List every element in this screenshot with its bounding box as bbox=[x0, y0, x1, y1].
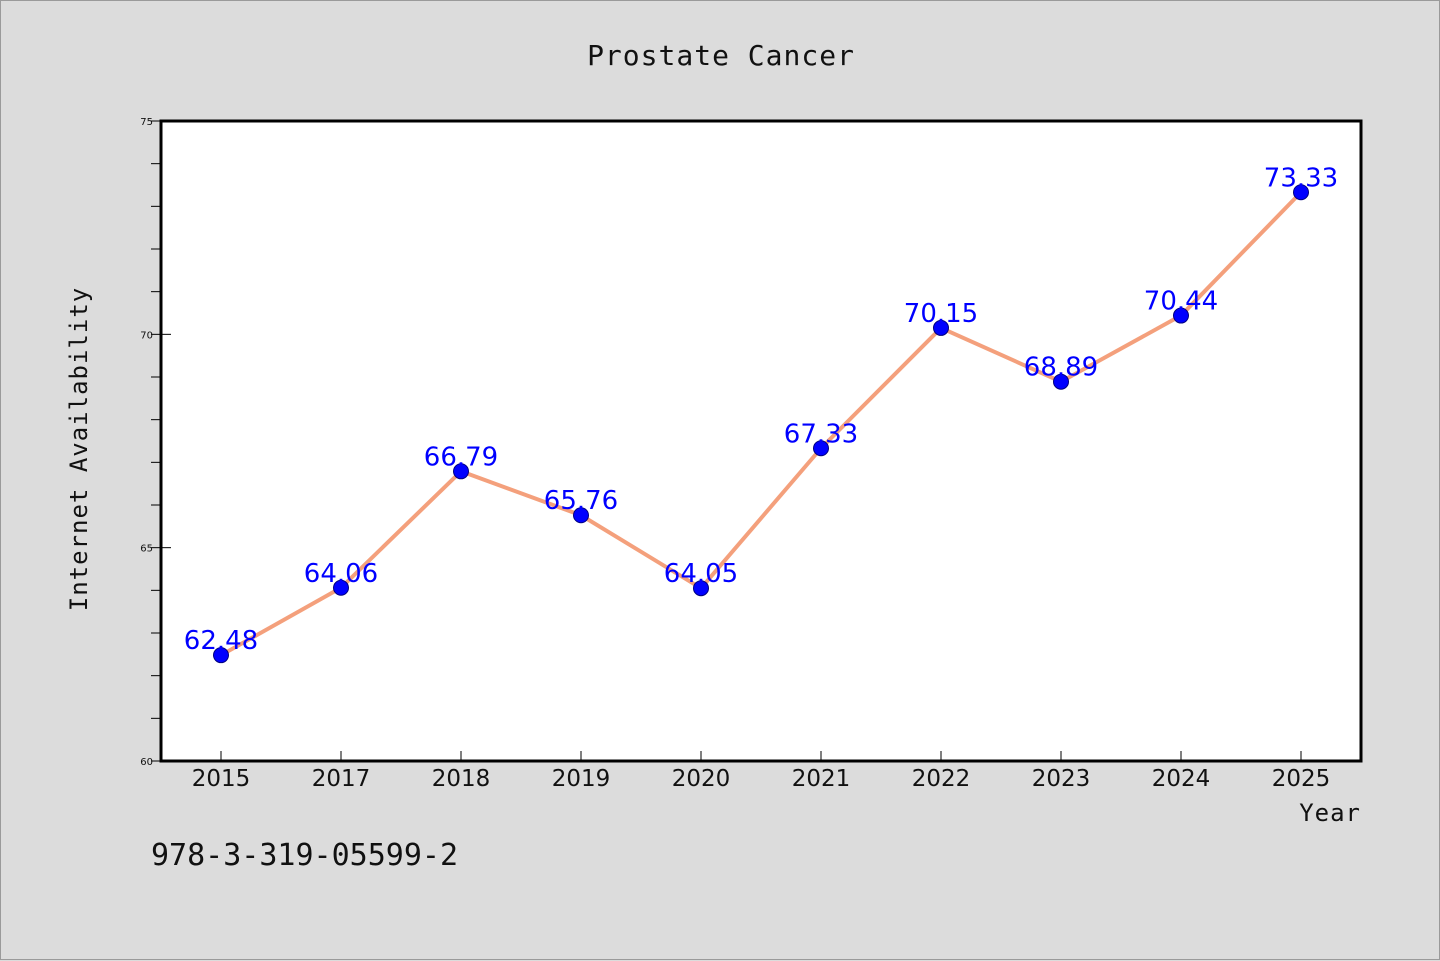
x-tick-label: 2015 bbox=[192, 766, 251, 792]
data-label: 62.48 bbox=[184, 626, 258, 656]
data-label: 70.44 bbox=[1144, 287, 1218, 317]
data-label: 73.33 bbox=[1264, 163, 1338, 193]
y-tick-label: 65 bbox=[140, 544, 153, 555]
data-markers bbox=[213, 184, 1309, 664]
x-tick-label: 2017 bbox=[312, 766, 371, 792]
data-point bbox=[333, 579, 349, 596]
x-tick-label: 2024 bbox=[1152, 766, 1211, 792]
x-tick-label: 2021 bbox=[792, 766, 851, 792]
data-label: 64.06 bbox=[304, 559, 378, 589]
series-line bbox=[219, 190, 1303, 658]
data-point bbox=[693, 580, 709, 597]
data-point bbox=[573, 507, 589, 524]
data-labels: 62.48 64.06 66.79 65.76 64.05 67.33 70.15 68.89… bbox=[184, 163, 1338, 656]
footer-code: 978-3-319-05599-2 bbox=[151, 838, 458, 873]
data-point bbox=[1053, 373, 1069, 390]
y-tick-label: 70 bbox=[140, 330, 153, 341]
data-label: 66.79 bbox=[424, 442, 498, 472]
x-tick-label: 2018 bbox=[432, 766, 491, 792]
y-tick-label: 60 bbox=[140, 757, 153, 768]
data-label: 64.05 bbox=[664, 559, 738, 589]
x-tick-label: 2020 bbox=[672, 766, 731, 792]
x-tick-label: 2022 bbox=[912, 766, 971, 792]
y-minor-ticks bbox=[151, 120, 161, 762]
y-axis-title: Internet Availability bbox=[65, 287, 93, 611]
chart-title: Prostate Cancer bbox=[587, 39, 855, 72]
x-tick-label: 2023 bbox=[1032, 766, 1091, 792]
plot-area bbox=[159, 119, 1363, 763]
x-axis-title: Year bbox=[1299, 799, 1361, 827]
data-point bbox=[933, 319, 949, 336]
data-point bbox=[813, 440, 829, 457]
y-tick-label: 75 bbox=[140, 117, 153, 128]
data-point bbox=[453, 463, 469, 480]
data-point bbox=[213, 647, 229, 664]
data-label: 70.15 bbox=[904, 299, 978, 329]
x-tick-label: 2025 bbox=[1272, 766, 1331, 792]
x-axis-ticks: 2015 2017 2018 2019 2020 2021 2022 2023 2024 2025 bbox=[192, 751, 1331, 792]
data-label: 68.89 bbox=[1024, 353, 1098, 383]
data-point bbox=[1293, 184, 1309, 201]
x-tick-label: 2019 bbox=[552, 766, 611, 792]
data-label: 67.33 bbox=[784, 419, 858, 449]
data-label: 65.76 bbox=[544, 486, 618, 516]
data-point bbox=[1173, 307, 1189, 324]
y-axis-ticks: 60 65 70 75 bbox=[140, 117, 171, 768]
